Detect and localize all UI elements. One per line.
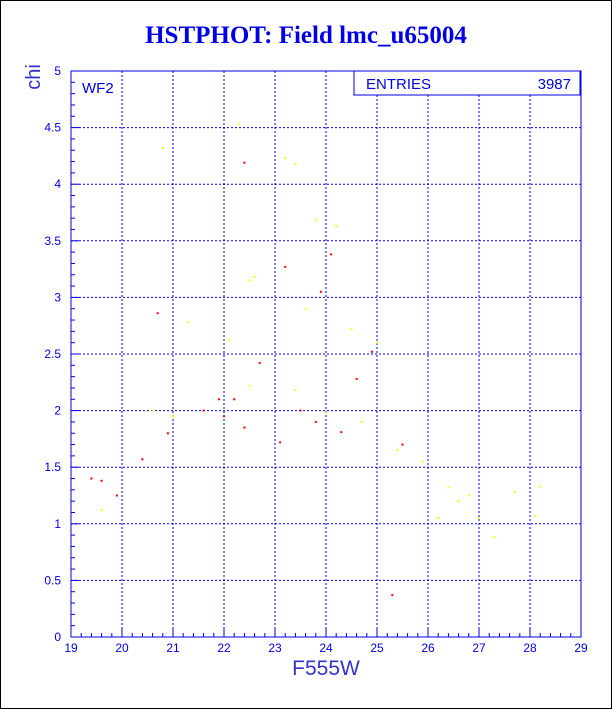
data-points [90,123,542,597]
scatter-point [151,409,154,412]
scatter-point [391,594,394,597]
y-tick-label: 0 [54,630,61,644]
scatter-point [396,449,399,452]
scatter-point [284,157,287,160]
scatter-point [493,536,496,539]
scatter-point [401,443,404,446]
scatter-point [233,398,236,401]
scatter-point [248,279,251,282]
x-tick-label: 24 [319,641,333,655]
scatter-point [299,409,302,412]
scatter-point [90,477,93,480]
stats-entries-label: ENTRIES [366,76,431,93]
scatter-point [202,409,205,412]
x-tick-label: 27 [472,641,486,655]
scatter-point [187,321,190,324]
scatter-point [314,219,317,222]
x-axis-label: F555W [292,657,360,680]
stats-box [353,70,581,96]
scatter-point [258,362,261,365]
scatter-point [284,265,287,268]
x-tick-label: 25 [370,641,384,655]
x-tick-label: 19 [64,641,78,655]
y-tick-label: 0.5 [44,573,61,587]
scatter-point [100,479,103,482]
x-tick-label: 29 [574,641,588,655]
scatter-point [421,460,424,463]
y-tick-label: 2 [54,404,61,418]
scatter-point [376,341,378,344]
scatter-point [253,276,256,279]
stats-entries-value: 3987 [538,76,571,93]
scatter-point [370,350,373,353]
y-tick-label: 4 [54,177,61,191]
x-tick-label: 22 [217,641,231,655]
scatter-point [534,514,537,517]
chart-title: HSTPHOT: Field lmc_u65004 [145,22,467,49]
scatter-point [279,441,282,444]
scatter-point [156,312,159,315]
scatter-point [161,146,164,149]
scatter-point [100,509,103,512]
scatter-point [478,517,480,520]
scatter-point [228,339,231,342]
y-axis-label: chi [23,64,45,90]
scatter-point [360,420,363,423]
scatter-point [166,432,169,435]
scatter-point [294,162,297,165]
y-tick-label: 3 [54,290,61,304]
y-tick-label: 1 [54,517,61,531]
scatter-point [437,517,440,520]
x-tick-label: 23 [268,641,282,655]
scatter-point [115,494,118,497]
scatter-point [539,485,542,488]
scatter-point [217,398,220,401]
scatter-point [457,500,460,503]
y-tick-label: 4.5 [44,121,61,135]
grid-lines [71,71,581,637]
x-tick-label: 21 [166,641,180,655]
scatter-point [325,411,327,414]
scatter-point [141,458,144,461]
panel-label: WF2 [82,80,114,97]
y-tick-label: 1.5 [44,460,61,474]
scatter-point [223,415,225,418]
scatter-point [243,426,246,429]
axis-ticks: 19 20 21 22 23 24 25 26 27 28 29 0 0.5 1 1.5 2 2.5 3 3.5 4 4… [44,64,588,655]
scatter-point [330,253,333,256]
scatter-point [467,494,470,497]
scatter-point [513,491,516,494]
scatter-point [294,389,297,392]
x-tick-label: 28 [523,641,537,655]
scatter-point [314,420,317,423]
scatter-point [304,307,307,310]
scatter-point [172,415,174,418]
scatter-point [447,486,450,489]
scatter-point [350,328,353,331]
y-tick-label: 5 [54,64,61,78]
x-tick-label: 20 [115,641,129,655]
scatter-point [248,384,251,387]
scatter-point [355,377,358,380]
scatter-point [319,290,322,293]
scatter-point [238,123,241,126]
scatter-point [243,161,246,164]
x-tick-label: 26 [421,641,435,655]
scatter-point [335,225,338,228]
scatter-point [340,431,343,434]
y-tick-label: 3.5 [44,234,61,248]
y-tick-label: 2.5 [44,347,61,361]
